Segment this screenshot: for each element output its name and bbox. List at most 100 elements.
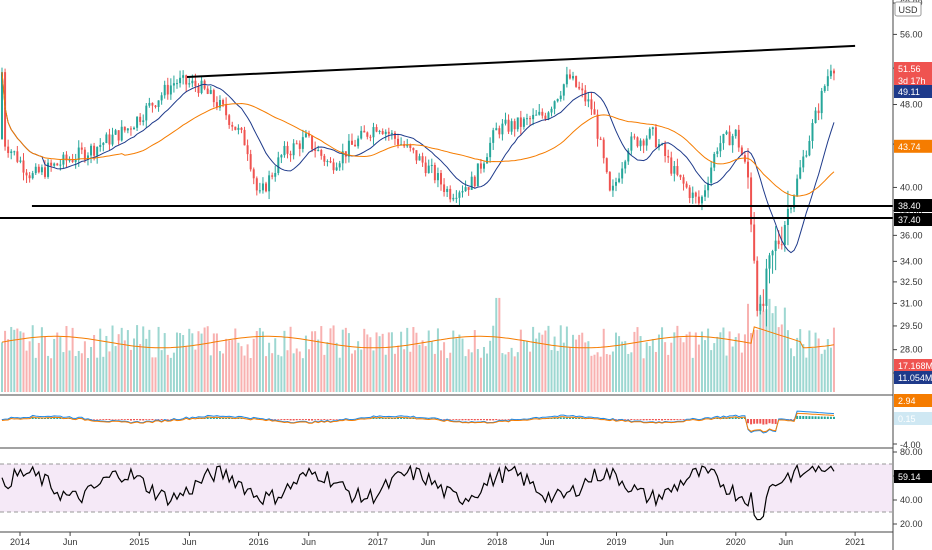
candle-body (449, 188, 452, 200)
macd-hist-bar (209, 417, 212, 419)
volume-bar (16, 328, 19, 392)
volume-bar (443, 342, 446, 392)
volume-bar (452, 330, 455, 392)
x-tick-label: 2018 (487, 537, 507, 547)
candle-body (393, 132, 396, 139)
ma-slow-line (1, 72, 835, 197)
volume-bar (206, 326, 209, 392)
volume-bar (482, 346, 485, 392)
volume-bar (7, 339, 10, 392)
volume-bar (31, 325, 34, 392)
volume-bar (34, 357, 37, 392)
candle-body (630, 136, 633, 151)
candle-body (654, 127, 657, 147)
price-tick-label: 31.00 (900, 298, 923, 308)
trendlines-layer[interactable] (0, 44, 893, 220)
candle-body (314, 149, 317, 151)
macd-hist-bar (814, 416, 817, 419)
volume-bar (280, 356, 283, 392)
price-tick-label: 36.00 (900, 230, 923, 240)
candle-body (375, 127, 378, 132)
candle-body (796, 178, 799, 196)
volume-bar (243, 355, 246, 392)
volume-bar (808, 330, 811, 392)
candle-body (65, 154, 68, 161)
candle-body (618, 178, 621, 182)
macd-hist-bar (449, 419, 452, 420)
candle-body (47, 162, 50, 177)
macd-hist-bar (829, 416, 832, 419)
macd-hist-bar (673, 419, 676, 421)
candles-layer[interactable] (1, 64, 835, 327)
candle-body (384, 131, 387, 135)
price-tick-label: 48.00 (900, 100, 923, 110)
volume-bar (406, 327, 409, 392)
volume-bar (805, 357, 808, 392)
volume-bar (710, 350, 713, 392)
volume-bar (572, 334, 575, 392)
candle-body (381, 130, 384, 135)
candle-body (129, 128, 132, 130)
candle-body (783, 224, 786, 245)
macd-hist-bar (648, 419, 651, 421)
macd-hist-bar (664, 419, 667, 420)
candle-body (16, 151, 19, 162)
macd-hist-bar (615, 419, 617, 420)
x-tick-label: 2014 (10, 537, 30, 547)
volume-bar (74, 356, 77, 392)
volume-bar (682, 342, 685, 392)
candle-body (191, 80, 194, 84)
volume-bar (593, 354, 596, 392)
countdown-badge-label: 3d 17h (898, 76, 926, 86)
candle-body (341, 151, 344, 164)
candle-body (461, 191, 464, 193)
volume-bar (344, 327, 347, 392)
macd-hist-bar (93, 419, 96, 420)
candle-body (145, 105, 148, 121)
volume-bar (71, 327, 74, 392)
volume-bar (43, 336, 46, 392)
volume-bar (298, 351, 301, 392)
macd-signal-line (1, 412, 835, 433)
macd-hist-bar (237, 417, 240, 419)
macd-hist-bar (139, 419, 142, 421)
candle-body (301, 137, 304, 149)
volume-ma-badge-box (894, 371, 932, 384)
macd-hist-bar (145, 419, 148, 420)
candle-body (289, 153, 292, 156)
volume-bar (486, 353, 489, 392)
volume-bar (188, 328, 191, 392)
macd-hist-bar (808, 416, 811, 419)
volume-bar (56, 332, 59, 392)
candle-body (412, 147, 415, 151)
volume-bar (553, 336, 556, 392)
volume-bar (22, 332, 25, 392)
volume-bar (550, 350, 553, 392)
candle-body (37, 166, 40, 173)
candle-body (679, 174, 682, 178)
volume-bar (599, 356, 602, 392)
volume-bar (605, 354, 608, 392)
candle-body (90, 145, 93, 156)
candle-body (283, 145, 286, 156)
x-tick-label: 2020 (726, 537, 746, 547)
candle-body (148, 102, 151, 106)
macd-hist-bar (403, 417, 406, 419)
macd-hist-bar (271, 419, 274, 420)
volume-bar (40, 327, 43, 392)
macd-hist-badge-box (894, 412, 932, 425)
volume-bar (440, 350, 443, 392)
candle-body (249, 154, 252, 170)
macd-hist-bar (771, 419, 774, 424)
macd-hist-bar (461, 419, 464, 421)
candle-body (639, 140, 642, 147)
volume-bar (624, 341, 627, 392)
macd-hist-bar (314, 419, 317, 420)
volume-bar (538, 332, 541, 392)
volume-ma-badge-label: 11.054M (898, 373, 932, 383)
volume-bar (225, 338, 228, 392)
candle-body (157, 100, 160, 107)
macd-pane (1, 410, 835, 434)
volume-bar (771, 313, 774, 392)
